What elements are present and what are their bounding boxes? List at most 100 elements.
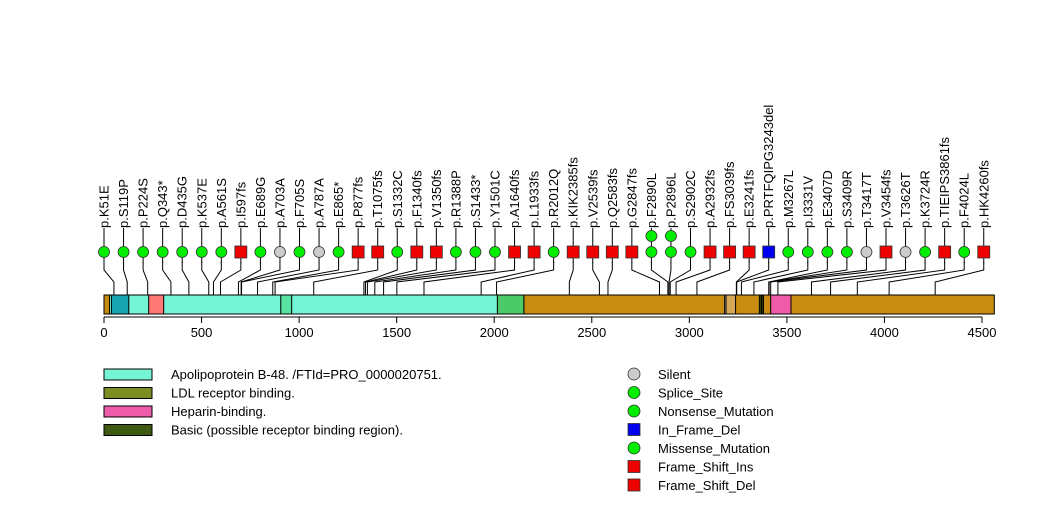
lollipop-head-square [234, 245, 248, 259]
x-axis: 0 500 1000 1500 2000 2500 3000 3500 4000 4500 [100, 316, 996, 340]
connector-line [753, 262, 809, 295]
domain-legend: Apolipoprotein B-48. /FTId=PRO_000002075… [103, 367, 442, 438]
connector-line [181, 262, 190, 295]
lollipop-head-square [371, 245, 385, 259]
lollipop-head-square [586, 245, 600, 259]
mutation-label: p.S1332C [390, 170, 405, 228]
mutation-label: p.F4024L [957, 173, 972, 228]
connector-line [888, 262, 965, 295]
lollipop-head-circle [547, 246, 560, 258]
lollipop-head-circle [801, 246, 814, 258]
legend-marker-circle [627, 386, 641, 399]
mutation-label: p.K3724R [918, 170, 933, 228]
connector-line [592, 262, 600, 295]
lollipop-head-circle [449, 246, 462, 258]
mutation-label: p.I3331V [800, 176, 815, 228]
legend-marker-circle [627, 367, 641, 381]
lollipop-heads [98, 230, 991, 259]
lollipop-head-square [625, 245, 639, 259]
domain-segment [280, 294, 293, 315]
mutation-label: p.A703A [272, 178, 287, 228]
mutation-label: p.A787A [312, 178, 327, 228]
mutation-label: p.D435G [175, 176, 190, 228]
lollipop-head-circle [293, 246, 306, 258]
tick-label: 4000 [870, 325, 899, 340]
legend-marker-square [627, 423, 641, 436]
legend-label: Heparin-binding. [171, 404, 266, 419]
tick-label: 2500 [577, 325, 606, 340]
connector-line [274, 262, 359, 295]
legend-label: Splice_Site [658, 386, 723, 401]
lollipop-head-circle [274, 246, 286, 258]
tick-label: 3500 [772, 325, 801, 340]
connector-line [396, 262, 496, 295]
connector-line [669, 262, 691, 295]
connector-line [237, 262, 261, 295]
legend-marker-circle [627, 441, 641, 455]
legend-swatch [103, 405, 153, 418]
mutation-label: p.S2902C [683, 170, 698, 228]
mutation-label: p.TIEIPS3861fs [937, 136, 952, 228]
connector-line [423, 262, 516, 295]
connector-line [219, 262, 242, 295]
mutation-label: p.Q343* [155, 180, 170, 228]
connector-line [770, 262, 867, 295]
protein-bar [103, 294, 995, 315]
legend-label: Missense_Mutation [658, 441, 770, 456]
lollipop-head-square [879, 245, 893, 259]
connector-line [383, 262, 476, 295]
tick-label: 2000 [480, 325, 509, 340]
mutation-label: p.L1933fs [527, 170, 542, 228]
domain-segment [761, 294, 764, 315]
mutation-label: p.R1388P [448, 170, 463, 228]
mutation-label: p.E689G [253, 177, 268, 228]
mutation-label: p.M3267L [781, 170, 796, 228]
lollipop-head-circle [98, 246, 110, 258]
lollipop-head-circle [156, 246, 169, 258]
mutation-label: p.V1350fs [429, 169, 444, 228]
lollipop-head-circle [782, 246, 795, 258]
mutation-label: p.R2012Q [546, 169, 561, 228]
mutation-label: p.A1640fs [507, 169, 522, 228]
legend-marker-square [627, 478, 641, 492]
mutation-label: p.V3454fs [879, 169, 894, 228]
legend-label: Frame_Shift_Del [658, 478, 756, 493]
mutation-label: p.G2847fs [624, 168, 639, 228]
connector-line [364, 262, 418, 295]
mutation-label: p.P2896L [663, 172, 678, 228]
connector-line [856, 262, 946, 295]
connector-line [934, 262, 985, 295]
mutation-label: p.HK4260fs [976, 160, 991, 228]
lollipop-head-square [723, 245, 736, 259]
connector-line [162, 262, 172, 295]
lollipop-head-square [566, 245, 580, 259]
lollipop-head-circle [919, 246, 931, 258]
lollipop-head-circle [821, 246, 834, 258]
mutation-label: p.K51E [97, 185, 112, 228]
lollipop-head-circle [958, 246, 971, 258]
lollipop-head-circle [332, 246, 345, 258]
tick-label: 500 [191, 325, 213, 340]
legend-label: Apolipoprotein B-48. /FTId=PRO_000002075… [171, 367, 442, 382]
lollipop-head-square [977, 245, 991, 259]
connector-line [257, 262, 320, 295]
connector-lines [103, 262, 985, 295]
lollipop-head-square [508, 245, 521, 259]
legend-label: In_Frame_Del [658, 423, 740, 438]
lollipop-head-square [703, 245, 717, 259]
lollipop-head-circle [665, 246, 677, 258]
mutation-type-legend: Silent Splice_Site Nonsense_Mutation In_Fra… [627, 367, 774, 493]
lollipop-head-circle [176, 246, 189, 258]
domain-segment [148, 294, 165, 315]
legend-label: LDL receptor binding. [171, 386, 295, 401]
lollipop-head-circle [137, 246, 150, 258]
mutation-label: p.T3417T [859, 172, 874, 228]
connector-line [830, 262, 926, 295]
mutation-label: p.S1433* [468, 175, 483, 229]
connector-line [201, 262, 210, 295]
lollipop-head-square [762, 245, 776, 259]
mutation-labels: p.K51E p.S119P p.P224S p.Q343* p.D435G p.K537… [97, 105, 992, 228]
connector-line [810, 262, 907, 295]
mutation-label: p.E3407D [820, 170, 835, 228]
